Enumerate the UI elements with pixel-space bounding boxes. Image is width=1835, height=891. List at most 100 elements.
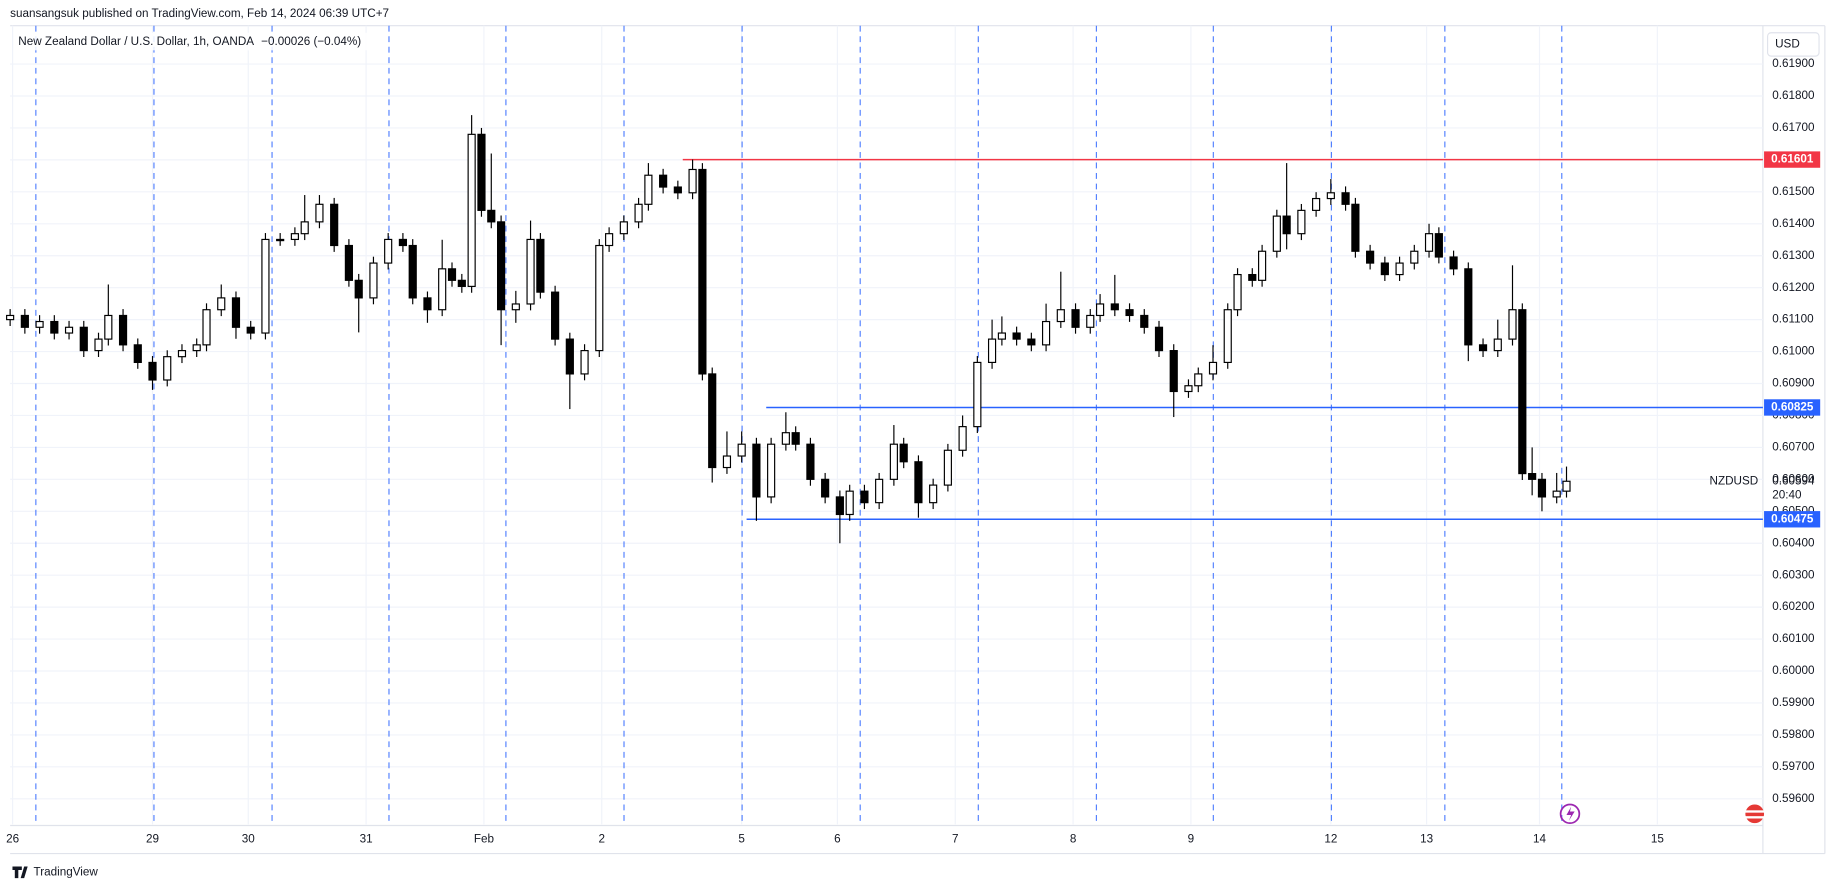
change: −0.00026 (−0.04%) xyxy=(261,35,361,48)
y-tick-label: 0.60600 xyxy=(1772,472,1815,485)
grid xyxy=(10,25,1763,825)
level-label: 0.60475 xyxy=(1771,512,1814,525)
event-icon[interactable] xyxy=(1559,803,1581,825)
candle-body xyxy=(163,356,172,381)
chart-title: New Zealand Dollar / U.S. Dollar, 1h, OA… xyxy=(18,35,254,48)
y-tick-label: 0.60200 xyxy=(1772,600,1815,613)
y-tick-label: 0.61800 xyxy=(1772,89,1815,102)
candle-body xyxy=(1233,273,1242,311)
level-label: 0.61601 xyxy=(1771,153,1814,166)
candle-body xyxy=(1562,480,1571,492)
candle-body xyxy=(6,314,15,321)
candle-body xyxy=(369,262,378,299)
x-tick-label: 30 xyxy=(242,833,256,846)
candle-body xyxy=(1508,309,1517,340)
candle-body xyxy=(148,361,157,381)
y-tick-label: 0.61700 xyxy=(1772,121,1815,134)
y-tick-label: 0.60100 xyxy=(1772,632,1815,645)
x-tick-label: 13 xyxy=(1420,833,1433,846)
candle-body xyxy=(1341,192,1350,205)
currency-button[interactable] xyxy=(1766,32,1820,57)
candle-body xyxy=(1248,273,1257,281)
countdown: 20:40 xyxy=(1772,488,1802,501)
candle-body xyxy=(1518,309,1527,475)
x-tick-label: 5 xyxy=(738,833,745,846)
level-label-bg xyxy=(1764,151,1821,168)
candle-body xyxy=(290,233,299,241)
candle-body xyxy=(1184,385,1193,393)
candle-body xyxy=(104,314,113,340)
candle-body xyxy=(791,432,800,445)
candle-body xyxy=(1326,192,1335,200)
candle-body xyxy=(943,449,952,486)
candle-body xyxy=(261,238,270,334)
candle-body xyxy=(1552,490,1561,498)
x-tick-label: 9 xyxy=(1188,833,1195,846)
candle-body xyxy=(246,326,255,334)
candle-body xyxy=(487,209,496,223)
candle-body xyxy=(673,186,682,194)
currency-label[interactable]: USD xyxy=(1775,38,1800,51)
y-tick-label: 0.60400 xyxy=(1772,536,1815,549)
candle-body xyxy=(217,297,226,311)
candle-body xyxy=(1258,250,1267,281)
candle-body xyxy=(580,350,589,375)
y-tick-label: 0.61300 xyxy=(1772,249,1815,262)
candle-body xyxy=(1154,326,1164,352)
y-tick-label: 0.60000 xyxy=(1772,664,1815,677)
candle-body xyxy=(398,238,407,247)
candle-body xyxy=(1169,350,1178,393)
x-tick-label: Feb xyxy=(474,833,495,846)
y-tick-label: 0.61100 xyxy=(1772,313,1814,326)
candle-body xyxy=(1208,361,1218,375)
x-tick-label: 31 xyxy=(360,833,373,846)
y-tick-label: 0.61000 xyxy=(1772,345,1815,358)
candle-body xyxy=(605,233,614,247)
candle-body xyxy=(1282,215,1291,235)
candle-body xyxy=(467,133,476,287)
candle-body xyxy=(64,326,74,334)
candle-body xyxy=(1366,250,1375,264)
candle-body xyxy=(133,344,142,364)
candle-body xyxy=(457,279,466,287)
candle-body xyxy=(1125,309,1134,317)
candle-body xyxy=(644,174,653,205)
candle-body xyxy=(1071,309,1080,328)
candle-body xyxy=(899,443,908,463)
candle-body xyxy=(551,291,560,340)
candle-body xyxy=(1056,309,1065,323)
candle-body xyxy=(192,344,201,352)
candle-body xyxy=(536,238,545,293)
candle-body xyxy=(958,426,967,451)
candle-body xyxy=(1012,332,1021,340)
y-tick-label: 0.61200 xyxy=(1772,281,1815,294)
logo-mark xyxy=(12,866,28,879)
candle-body xyxy=(708,373,717,469)
x-tick-label: 14 xyxy=(1533,833,1547,846)
candle-body xyxy=(50,320,59,334)
flag-stripe xyxy=(1745,816,1765,819)
x-tick-label: 2 xyxy=(598,833,605,846)
candle-body xyxy=(1312,197,1321,211)
candle-body xyxy=(1027,338,1036,346)
candle-body xyxy=(202,309,211,346)
candle-body xyxy=(595,244,604,352)
candle-body xyxy=(806,443,815,480)
candle-body xyxy=(1537,478,1547,498)
candle-body xyxy=(1086,314,1095,328)
flag-icon[interactable] xyxy=(1745,804,1765,824)
candle-body xyxy=(177,350,187,358)
candle-body xyxy=(354,279,363,299)
candle-body xyxy=(889,443,898,480)
candle-body xyxy=(1434,233,1443,258)
candle-body xyxy=(973,361,982,428)
candle-body xyxy=(1223,309,1232,364)
candle-body xyxy=(1140,314,1149,328)
level-label-bg xyxy=(1764,399,1821,416)
candle-body xyxy=(1478,344,1488,352)
candle-body xyxy=(1380,262,1389,276)
y-tick-label: 0.60700 xyxy=(1772,440,1815,453)
candle-body xyxy=(1395,262,1404,276)
